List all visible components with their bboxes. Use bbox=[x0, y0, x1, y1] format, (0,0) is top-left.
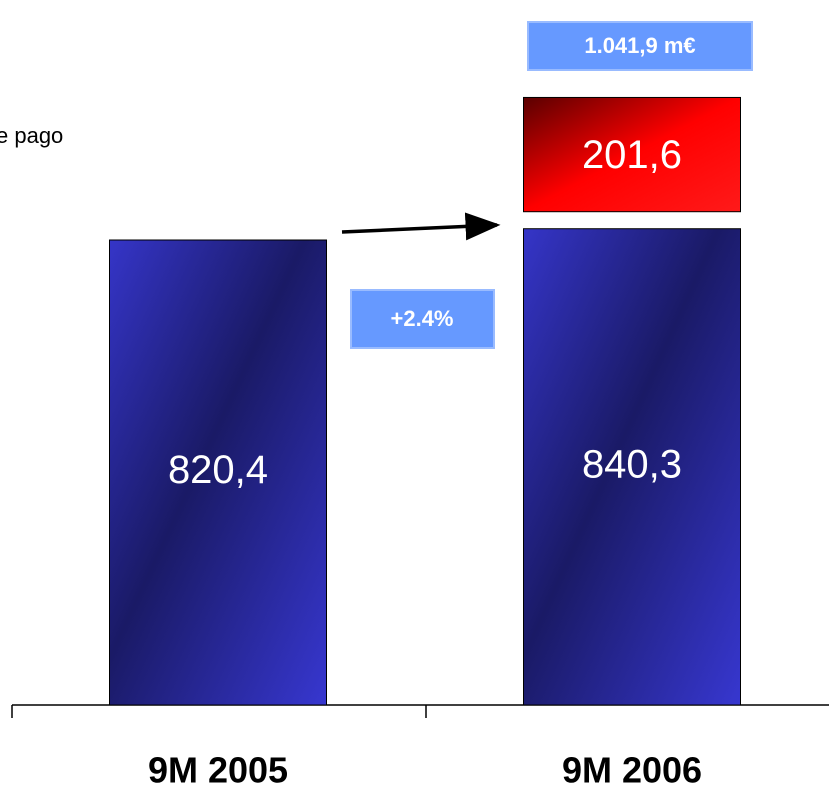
x-tick-label: 9M 2006 bbox=[562, 750, 702, 791]
value-label: 840,3 bbox=[582, 442, 682, 486]
value-label: 820,4 bbox=[168, 448, 268, 492]
growth-label: +2.4% bbox=[391, 306, 454, 331]
total-box bbox=[527, 21, 753, 71]
total-label: 1.041,9 m€ bbox=[584, 33, 695, 58]
bar-segment bbox=[523, 228, 741, 706]
legend-fragment: e pago bbox=[0, 123, 63, 148]
x-tick-label: 9M 2005 bbox=[148, 750, 288, 791]
growth-arrow bbox=[341, 212, 501, 241]
growth-box bbox=[350, 289, 495, 349]
bar-segment bbox=[109, 239, 327, 706]
value-label: 201,6 bbox=[582, 133, 682, 177]
bar-segment bbox=[523, 96, 741, 213]
